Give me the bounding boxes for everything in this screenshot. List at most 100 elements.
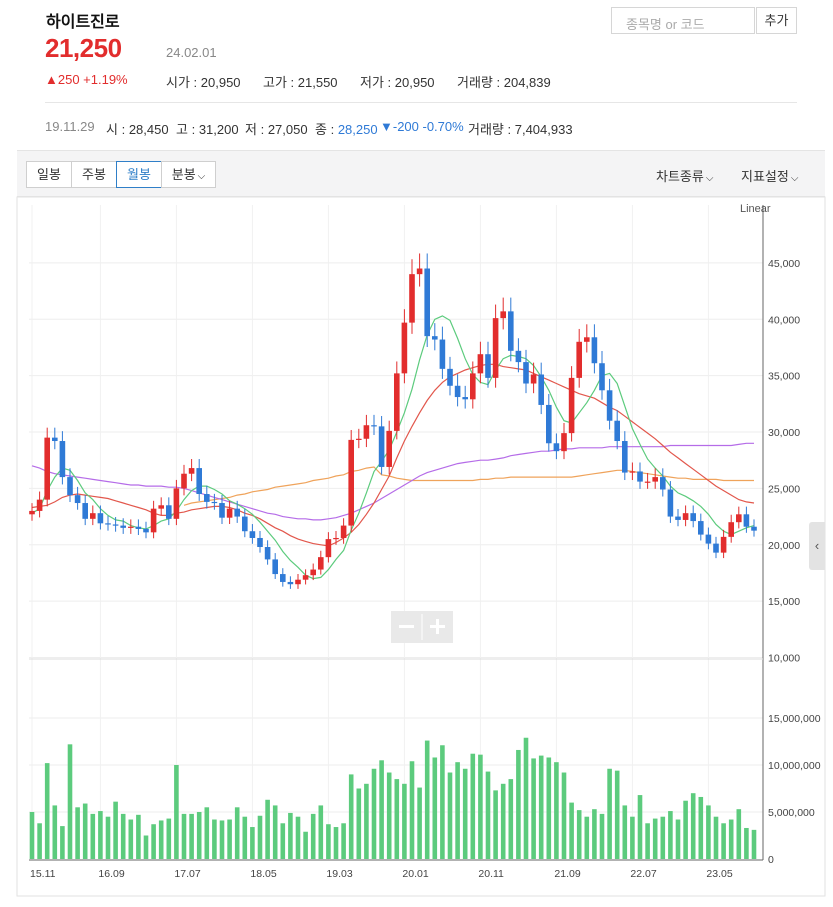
history-change: ▼-200 -0.70% [380, 119, 464, 134]
history-low-value: 27,050 [267, 122, 308, 137]
candle-body [211, 501, 218, 504]
candle-body [409, 274, 415, 323]
x-tick-labels: 15.11 16.09 17.07 18.05 19.03 20.01 20.11 21.09… [30, 868, 733, 880]
volume-bar [409, 761, 415, 859]
volume-bar [158, 820, 164, 859]
price-tick-label: 30,000 [768, 427, 800, 439]
tab-weekly[interactable]: 주봉 [71, 161, 117, 188]
candle-body [690, 513, 696, 522]
volume-bar [455, 762, 460, 859]
candle-body [302, 575, 309, 580]
volume-bar [736, 809, 742, 859]
volume-bar [37, 823, 42, 859]
candle-body [97, 513, 104, 524]
candle-body [52, 437, 58, 442]
volume-bar [75, 807, 80, 859]
candle-body [416, 268, 423, 275]
candle-body [287, 581, 294, 585]
candle-body [515, 350, 522, 363]
volume-bar [189, 813, 194, 859]
volume-value: 204,839 [503, 75, 551, 90]
price-tick-label: 10,000 [768, 653, 800, 665]
candle-body [606, 390, 613, 421]
candle-body [264, 547, 271, 560]
volume-bar [136, 814, 141, 859]
candle-body [120, 525, 126, 528]
volume-bar [424, 740, 430, 859]
candle-body [386, 430, 392, 467]
chart-type-label: 차트종류 [656, 169, 704, 184]
volume-label: 거래량 [457, 75, 493, 90]
zoom-out-icon[interactable] [399, 625, 414, 628]
candle-body [485, 354, 491, 378]
x-tick-label: 23.05 [706, 868, 732, 880]
volume-bar [637, 795, 643, 859]
volume-bar [82, 803, 88, 859]
price-tick-label: 20,000 [768, 540, 800, 552]
stock-name: 하이트진로 [46, 14, 120, 31]
candle-body [295, 579, 301, 585]
high-value: 21,550 [297, 75, 338, 90]
candle-body [546, 404, 552, 444]
volume-bar [120, 813, 126, 859]
price-tick-label: 15,000 [768, 596, 800, 608]
candle-body [470, 373, 476, 400]
candle-body [568, 377, 575, 434]
volume-bar [576, 810, 582, 859]
x-tick-label: 15.11 [30, 868, 56, 880]
volume-bar [52, 805, 58, 859]
candle-body [591, 337, 598, 364]
candle-body [90, 513, 96, 519]
volume-bar [44, 763, 50, 859]
chart-type-menu[interactable]: 차트종류 ⌵ [656, 166, 713, 185]
tab-minute-label: 분봉 [171, 167, 196, 182]
candle-body [660, 477, 666, 490]
volume-bar [531, 758, 536, 859]
candle-body [143, 528, 149, 533]
volume-bar [371, 768, 377, 859]
volume-bar [614, 770, 620, 859]
volume-bar [60, 826, 65, 859]
volume-bar [713, 816, 719, 859]
volume-bar [227, 819, 232, 859]
x-tick-label: 18.05 [250, 868, 276, 880]
ma60-line [31, 442, 754, 521]
x-tick-label: 22.07 [630, 868, 656, 880]
indicator-menu[interactable]: 지표설정 ⌵ [741, 166, 798, 185]
history-open-value: 28,450 [128, 122, 169, 137]
candle-body [629, 471, 636, 473]
add-button[interactable]: 추가 [756, 7, 797, 34]
volume-bar [166, 818, 172, 859]
candle-body [432, 336, 438, 340]
candle-body [249, 531, 256, 538]
candle-body [67, 477, 73, 496]
volume-bar [333, 827, 339, 859]
volume-bar [500, 783, 506, 859]
tab-daily[interactable]: 일봉 [26, 161, 72, 188]
candle-body [82, 503, 88, 519]
volume-bar [462, 768, 468, 859]
search-input[interactable]: 종목명 or 코드 [611, 7, 755, 34]
candle-body [728, 522, 734, 537]
tab-monthly[interactable]: 월봉 [116, 161, 162, 188]
candle-body [508, 311, 514, 351]
history-high: 고 : 31,200 [176, 122, 239, 137]
volume-bar [470, 753, 476, 859]
tab-minute[interactable]: 분봉 ⌵ [161, 161, 216, 188]
open-value: 20,950 [200, 75, 241, 90]
price-tick-label: 40,000 [768, 314, 800, 326]
candle-body [492, 318, 499, 378]
candle-body [599, 363, 605, 391]
side-panel-handle[interactable]: ‹ [809, 522, 825, 570]
history-close: 종 : 28,250 [315, 122, 378, 137]
volume-bar [478, 754, 483, 859]
volume-bar [356, 788, 362, 859]
candle-body [166, 505, 172, 519]
volume-bar [196, 812, 202, 859]
history-low-label: 저 [245, 122, 257, 137]
volume-bar [675, 819, 681, 859]
candle-body [340, 525, 347, 538]
chevron-left-icon: ‹ [814, 538, 820, 553]
candle-body [401, 322, 408, 374]
volume-bar [592, 809, 597, 859]
